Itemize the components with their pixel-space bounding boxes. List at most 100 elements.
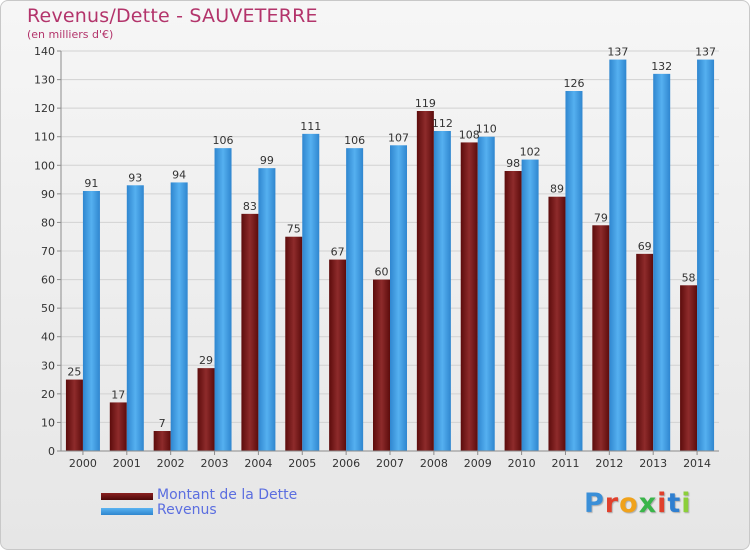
data-label-revenus: 94 (172, 168, 186, 181)
bar-dette (548, 196, 566, 451)
bar-dette (460, 142, 478, 451)
bar-revenus (697, 59, 715, 451)
bar-revenus (477, 136, 495, 451)
data-label-dette: 69 (638, 240, 652, 253)
logo-letter: t (667, 488, 682, 519)
data-label-dette: 89 (550, 183, 564, 196)
logo-letter: i (681, 488, 692, 519)
y-tick-label: 60 (41, 274, 55, 287)
bar-revenus (433, 131, 451, 451)
logo-letter: P (584, 488, 605, 519)
data-label-revenus: 137 (607, 46, 628, 59)
data-label-dette: 17 (111, 388, 125, 401)
data-label-dette: 60 (375, 266, 389, 279)
data-label-dette: 25 (67, 366, 81, 379)
x-tick-label: 2006 (332, 457, 360, 470)
bar-dette (416, 111, 434, 451)
bar-dette (197, 368, 215, 451)
bar-revenus (302, 133, 320, 451)
data-label-dette: 98 (506, 157, 520, 170)
logo-letter: i (657, 488, 668, 519)
y-tick-label: 130 (34, 74, 55, 87)
legend-swatch-dette (101, 492, 153, 500)
data-label-revenus: 106 (213, 134, 234, 147)
y-tick-label: 90 (41, 188, 55, 201)
bar-dette (373, 279, 390, 451)
bar-revenus (521, 159, 539, 452)
data-label-dette: 29 (199, 354, 213, 367)
proxiti-logo: Proxiti (584, 488, 692, 519)
y-tick-label: 100 (34, 159, 55, 172)
x-tick-label: 2011 (551, 457, 579, 470)
data-label-revenus: 112 (432, 117, 453, 130)
data-labels: 25 91 17 93 7 94 29 106 83 99 75 111 67 106 60 107 119 11… (67, 46, 716, 430)
bar-revenus (390, 145, 407, 452)
x-tick-label: 2003 (201, 457, 229, 470)
data-label-dette: 108 (459, 128, 480, 141)
legend-item-revenus: Revenus (101, 502, 217, 519)
x-tick-label: 2013 (639, 457, 667, 470)
legend-item-dette: Montant de la Dette (101, 487, 297, 504)
data-label-revenus: 106 (344, 134, 365, 147)
chart-title: Revenus/Dette - SAUVETERRE (27, 5, 318, 27)
bar-revenus (565, 91, 583, 451)
bar-chart: 25 91 17 93 7 94 29 106 83 99 75 111 67 106 60 107 119 11… (34, 45, 719, 470)
x-tick-label: 2008 (420, 457, 448, 470)
x-tick-label: 2001 (113, 457, 141, 470)
x-tick-label: 2007 (376, 457, 404, 470)
x-tick-label: 2014 (683, 457, 711, 470)
y-tick-label: 140 (34, 45, 55, 58)
chart-subtitle: (en milliers d'€) (27, 28, 114, 41)
logo-letter: r (604, 488, 620, 519)
x-tick-label: 2010 (508, 457, 536, 470)
data-label-revenus: 107 (388, 131, 409, 144)
axes: 0 10 20 30 40 50 60 70 80 90 100 110 120 130 140 2000 20… (34, 45, 719, 470)
y-tick-label: 0 (48, 445, 55, 458)
x-tick-label: 2005 (288, 457, 316, 470)
bar-revenus (346, 148, 364, 451)
bar-dette (680, 285, 698, 451)
logo-letter: o (619, 488, 639, 519)
bar-revenus (653, 73, 671, 451)
bar-dette (65, 379, 83, 451)
y-tick-label: 80 (41, 216, 55, 229)
data-label-revenus: 102 (520, 146, 541, 159)
bar-dette (592, 225, 610, 451)
y-tick-label: 40 (41, 331, 55, 344)
bar-dette (504, 171, 522, 451)
bar-revenus (82, 191, 100, 451)
y-tick-label: 30 (41, 359, 55, 372)
legend-label-dette: Montant de la Dette (157, 487, 298, 503)
data-label-dette: 119 (415, 97, 436, 110)
data-label-revenus: 110 (476, 123, 497, 136)
bar-dette (329, 259, 347, 451)
data-label-revenus: 111 (300, 120, 321, 133)
data-label-dette: 67 (331, 246, 345, 259)
bar-dette (109, 402, 127, 451)
legend-swatch-revenus (101, 507, 153, 515)
data-label-revenus: 93 (128, 171, 142, 184)
x-tick-label: 2009 (464, 457, 492, 470)
bars (65, 59, 715, 452)
bar-dette (153, 431, 171, 451)
bar-revenus (126, 185, 144, 452)
y-tick-label: 120 (34, 102, 55, 115)
y-tick-label: 20 (41, 388, 55, 401)
bar-dette (636, 253, 654, 451)
data-label-dette: 75 (287, 223, 301, 236)
data-label-revenus: 99 (260, 154, 274, 167)
data-label-dette: 79 (594, 211, 608, 224)
bar-dette (285, 236, 303, 451)
data-label-revenus: 132 (651, 60, 672, 73)
bar-revenus (609, 59, 627, 451)
data-label-dette: 58 (682, 271, 696, 284)
data-label-dette: 7 (159, 417, 166, 430)
logo-letter: x (638, 488, 658, 519)
data-label-revenus: 91 (84, 177, 98, 190)
y-tick-label: 50 (41, 302, 55, 315)
data-label-dette: 83 (243, 200, 257, 213)
y-tick-label: 110 (34, 131, 55, 144)
bar-revenus (170, 182, 188, 451)
legend-label-revenus: Revenus (157, 502, 217, 518)
y-tick-label: 70 (41, 245, 55, 258)
